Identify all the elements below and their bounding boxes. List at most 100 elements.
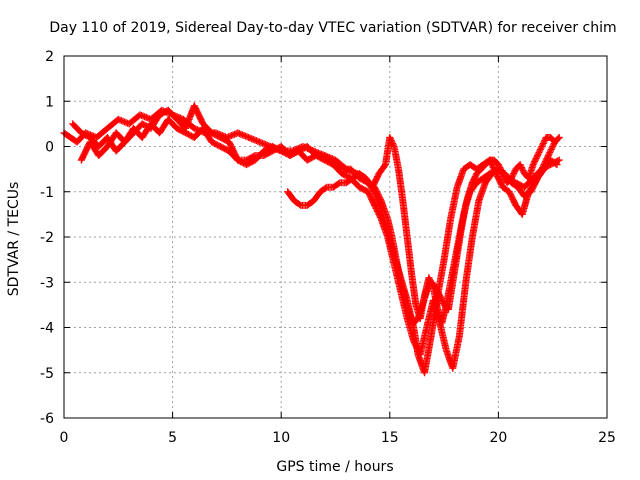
data-point (471, 174, 479, 182)
data-point (506, 189, 514, 197)
y-axis-label: SDTVAR / TECUs (6, 182, 22, 297)
data-point (535, 149, 543, 157)
data-point (429, 281, 437, 289)
x-tick-label: 15 (381, 430, 399, 446)
data-point (518, 164, 526, 172)
data-point (531, 158, 539, 166)
data-point (471, 173, 479, 181)
data-point (494, 174, 502, 182)
data-point (532, 155, 540, 163)
data-point (371, 179, 379, 187)
data-point (497, 180, 505, 188)
data-point (388, 138, 396, 146)
data-point (531, 179, 539, 187)
data-point (373, 173, 381, 181)
data-point (538, 165, 546, 173)
data-point (555, 156, 563, 164)
data-point (501, 174, 509, 182)
data-point (552, 160, 560, 168)
data-point (539, 162, 547, 170)
data-point (547, 147, 555, 155)
data-point (386, 133, 394, 141)
data-point (495, 162, 503, 170)
data-point (543, 155, 551, 163)
data-point (539, 141, 547, 149)
data-point (493, 171, 501, 179)
series-track-3 (69, 102, 559, 377)
x-tick-label: 10 (272, 430, 290, 446)
data-point (468, 179, 476, 187)
data-point (548, 144, 556, 152)
x-tick-label: 5 (168, 430, 177, 446)
x-tick-label: 25 (598, 430, 616, 446)
y-tick-label: 2 (45, 49, 54, 65)
data-point (530, 159, 538, 167)
data-point (497, 179, 505, 187)
data-point (494, 173, 502, 181)
data-point (536, 170, 544, 178)
data-point (519, 167, 527, 175)
data-point (529, 161, 537, 169)
data-point (387, 136, 395, 144)
data-point (500, 173, 508, 181)
data-point (538, 143, 546, 150)
data-point (370, 180, 378, 188)
data-point (508, 173, 516, 181)
data-point (532, 177, 540, 185)
data-point (540, 138, 548, 146)
data-point (368, 183, 376, 191)
y-tick-label: 0 (45, 140, 54, 156)
data-point (489, 164, 497, 172)
data-point (534, 150, 542, 158)
data-point (492, 170, 500, 178)
data-point (372, 176, 380, 184)
data-point (428, 280, 436, 288)
data-point (507, 174, 515, 182)
data-point (366, 191, 374, 199)
data-point (371, 177, 379, 185)
data-point (425, 274, 433, 282)
y-tick-label: -5 (40, 366, 54, 382)
data-point (469, 177, 477, 185)
data-point (510, 197, 518, 205)
data-point (534, 173, 542, 181)
plot-frame (63, 55, 608, 419)
data-point (554, 135, 562, 143)
data-point (533, 153, 541, 161)
data-point (536, 146, 544, 154)
data-point (498, 168, 506, 176)
data-point (507, 191, 515, 199)
data-point (509, 171, 517, 179)
data-point (508, 194, 516, 202)
data-point (535, 171, 543, 179)
data-point (540, 161, 548, 169)
data-point (510, 170, 518, 178)
data-point (533, 152, 541, 160)
data-point (492, 168, 500, 176)
data-point (547, 146, 555, 154)
data-point (510, 198, 518, 206)
x-tick-label: 0 (60, 430, 69, 446)
grid-lines (64, 56, 607, 418)
data-point (389, 139, 397, 147)
data-point (536, 168, 544, 176)
data-point (490, 165, 498, 173)
data-point (495, 176, 503, 184)
data-point (389, 141, 397, 149)
data-point (549, 143, 557, 150)
data-point (536, 147, 544, 155)
data-point (364, 188, 372, 196)
y-tick-label: 1 (45, 94, 54, 110)
data-point (366, 192, 374, 200)
data-point (337, 164, 345, 172)
data-point (496, 177, 504, 185)
data-point (499, 171, 507, 179)
data-point (427, 278, 435, 286)
data-point (426, 275, 434, 283)
data-point (539, 139, 547, 147)
data-point (531, 156, 539, 164)
data-point (507, 192, 515, 200)
data-point (510, 168, 518, 176)
data-point (546, 149, 554, 157)
data-point (533, 174, 541, 182)
